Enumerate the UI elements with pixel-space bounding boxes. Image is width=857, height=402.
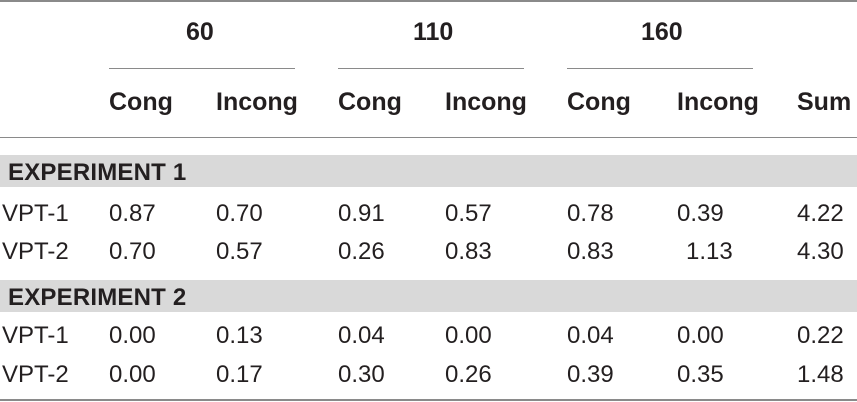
table-cell: 0.87 bbox=[109, 200, 156, 227]
row-label: VPT-2 bbox=[2, 238, 69, 265]
group-underline-160 bbox=[567, 68, 753, 69]
table-cell: 0.26 bbox=[338, 238, 385, 265]
column-header-incong-160: Incong bbox=[677, 88, 759, 116]
section-band-experiment-2: EXPERIMENT 2 bbox=[0, 280, 857, 312]
group-header-110: 110 bbox=[413, 18, 454, 46]
table-cell: 0.13 bbox=[216, 322, 263, 349]
table-cell: 0.30 bbox=[338, 361, 385, 388]
column-header-incong-60: Incong bbox=[216, 88, 298, 116]
group-underline-110 bbox=[338, 68, 524, 69]
table-cell: 0.00 bbox=[109, 361, 156, 388]
group-underline-60 bbox=[109, 68, 295, 69]
bottom-rule bbox=[0, 399, 857, 401]
table-cell: 4.22 bbox=[797, 200, 844, 227]
table-cell: 0.39 bbox=[677, 200, 724, 227]
section-band-experiment-1: EXPERIMENT 1 bbox=[0, 155, 857, 187]
row-label: VPT-2 bbox=[2, 361, 69, 388]
table-cell: 0.91 bbox=[338, 200, 385, 227]
row-label: VPT-1 bbox=[2, 322, 69, 349]
column-header-cong-160: Cong bbox=[567, 88, 631, 116]
table-cell: 0.57 bbox=[445, 200, 492, 227]
table-cell: 0.00 bbox=[677, 322, 724, 349]
column-header-incong-110: Incong bbox=[445, 88, 527, 116]
top-rule bbox=[0, 0, 857, 2]
row-label: VPT-1 bbox=[2, 200, 69, 227]
table-cell: 0.26 bbox=[445, 361, 492, 388]
table-cell: 1.48 bbox=[797, 361, 844, 388]
group-header-160: 160 bbox=[641, 18, 683, 46]
table-cell: 0.22 bbox=[797, 322, 844, 349]
table-cell: 0.35 bbox=[677, 361, 724, 388]
table-cell: 0.04 bbox=[567, 322, 614, 349]
table-cell: 1.13 bbox=[686, 238, 733, 265]
table-cell: 0.57 bbox=[216, 238, 263, 265]
column-header-sum: Sum bbox=[797, 88, 852, 116]
group-header-60: 60 bbox=[186, 18, 214, 46]
table-cell: 0.39 bbox=[567, 361, 614, 388]
header-rule bbox=[0, 137, 857, 138]
table-cell: 0.70 bbox=[216, 200, 263, 227]
table-cell: 0.00 bbox=[109, 322, 156, 349]
table-cell: 0.83 bbox=[567, 238, 614, 265]
table-cell: 0.83 bbox=[445, 238, 492, 265]
table-cell: 0.04 bbox=[338, 322, 385, 349]
column-header-cong-110: Cong bbox=[338, 88, 402, 116]
column-header-cong-60: Cong bbox=[109, 88, 173, 116]
table-cell: 0.17 bbox=[216, 361, 263, 388]
table-cell: 4.30 bbox=[797, 238, 844, 265]
section-title: EXPERIMENT 1 bbox=[8, 159, 187, 186]
table-cell: 0.70 bbox=[109, 238, 156, 265]
table-cell: 0.78 bbox=[567, 200, 614, 227]
section-title: EXPERIMENT 2 bbox=[8, 284, 187, 311]
table-cell: 0.00 bbox=[445, 322, 492, 349]
